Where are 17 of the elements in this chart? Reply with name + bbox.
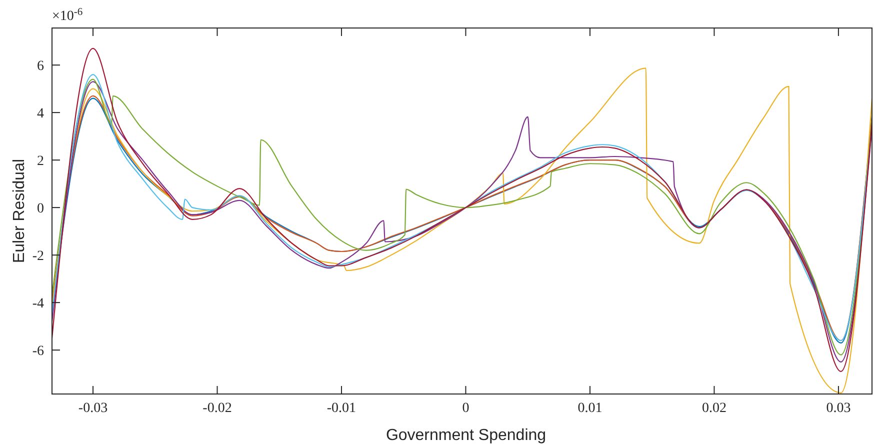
x-tick-label: 0	[462, 401, 470, 416]
x-tick-label: -0.01	[326, 401, 356, 416]
text: ×10$^{-6}$	[52, 6, 83, 24]
y-tick-label: 4	[37, 106, 44, 122]
x-tick-label: 0.01	[578, 401, 602, 416]
x-tick-label: -0.02	[202, 401, 232, 416]
y-tick-label: 2	[37, 154, 44, 170]
x-axis-title: Government Spending	[386, 427, 546, 444]
y-tick-label: -4	[32, 296, 44, 312]
y-tick-label: -2	[32, 249, 44, 264]
x-tick-label: 0.03	[826, 401, 851, 416]
y-tick-label: 0	[37, 202, 44, 217]
y-tick-label: 6	[37, 59, 44, 74]
y-axis-title: Euler Residual	[11, 158, 28, 264]
x-tick-label: -0.03	[78, 401, 108, 416]
x-tick-label: 0.02	[702, 401, 726, 416]
y-tick-label: -6	[32, 344, 44, 360]
